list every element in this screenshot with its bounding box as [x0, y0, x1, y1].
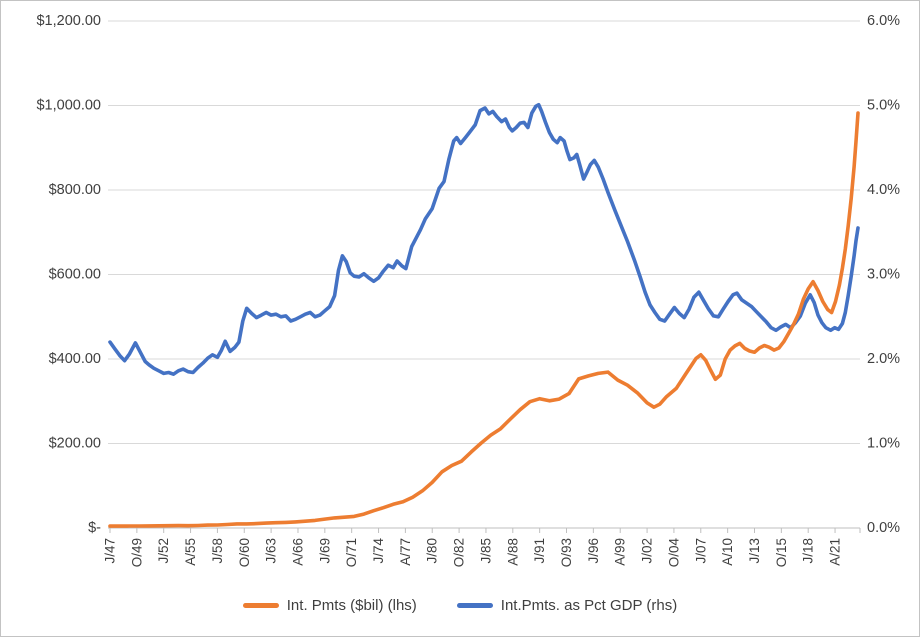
x-axis-label: O/71: [344, 538, 359, 567]
x-axis-label: J/96: [586, 538, 601, 564]
x-axis-label: O/93: [559, 538, 574, 567]
x-axis-label: J/47: [103, 538, 118, 564]
y-axis-label-left: $1,200.00: [36, 13, 101, 29]
x-axis-label: J/74: [371, 538, 386, 564]
x-axis-label: A/10: [720, 538, 735, 566]
series-line-int-pmts: [108, 111, 860, 528]
x-axis-label: J/69: [317, 538, 332, 564]
legend-swatch-orange-line: [242, 603, 279, 608]
y-axis-label-left: $-: [88, 520, 101, 536]
legend-swatch-blue-line: [456, 603, 493, 608]
y-axis-label-right: 6.0%: [867, 13, 900, 29]
y-axis-label-left: $1,000.00: [36, 98, 101, 114]
x-axis-label: J/13: [747, 538, 762, 564]
series-line-pct-gdp: [108, 102, 860, 377]
y-axis-label-left: $400.00: [49, 351, 101, 367]
x-axis-label: A/99: [613, 538, 628, 566]
x-axis-label: J/18: [801, 538, 816, 564]
y-axis-label-right: 1.0%: [867, 436, 900, 452]
x-axis-label: J/63: [264, 538, 279, 564]
y-axis-label-right: 0.0%: [867, 520, 900, 536]
x-axis-label: A/55: [183, 538, 198, 566]
legend-item-pct-gdp: Int.Pmts. as Pct GDP (rhs): [456, 597, 678, 614]
y-axis-label-left: $800.00: [49, 182, 101, 198]
legend-item-int-pmts: Int. Pmts ($bil) (lhs): [242, 597, 417, 614]
plot-area: $1,200.00 6.0% $1,000.00 5.0% $800.00 4.0% $60…: [36, 13, 900, 568]
y-axis-label-left: $200.00: [49, 436, 101, 452]
x-axis-label: O/04: [666, 538, 681, 568]
legend: Int. Pmts ($bil) (lhs) Int.Pmts. as Pct …: [0, 597, 920, 614]
x-axis-label: O/15: [774, 538, 789, 567]
y-axis-label-right: 3.0%: [867, 267, 900, 283]
x-axis-label: J/80: [425, 538, 440, 564]
x-axis-label: J/52: [156, 538, 171, 564]
x-axis-label: J/07: [693, 538, 708, 564]
x-axis-label: A/21: [828, 538, 843, 566]
x-axis-label: O/82: [452, 538, 467, 567]
x-axis-label: J/91: [532, 538, 547, 564]
x-axis-label: O/49: [129, 538, 144, 567]
x-axis-label: A/66: [290, 538, 305, 566]
legend-label-pct-gdp: Int.Pmts. as Pct GDP (rhs): [500, 597, 678, 614]
y-axis-label-right: 2.0%: [867, 351, 900, 367]
x-axis-label: A/88: [505, 538, 520, 566]
x-axis-label: J/85: [478, 538, 493, 564]
y-axis-label-left: $600.00: [49, 267, 101, 283]
y-axis-label-right: 5.0%: [867, 98, 900, 114]
x-axis-label: O/60: [237, 538, 252, 567]
x-axis-label: J/02: [640, 538, 655, 564]
legend-label-int-pmts: Int. Pmts ($bil) (lhs): [286, 597, 417, 614]
x-axis-label: A/77: [398, 538, 413, 566]
y-axis-label-right: 4.0%: [867, 182, 900, 198]
x-axis-label: J/58: [210, 538, 225, 564]
